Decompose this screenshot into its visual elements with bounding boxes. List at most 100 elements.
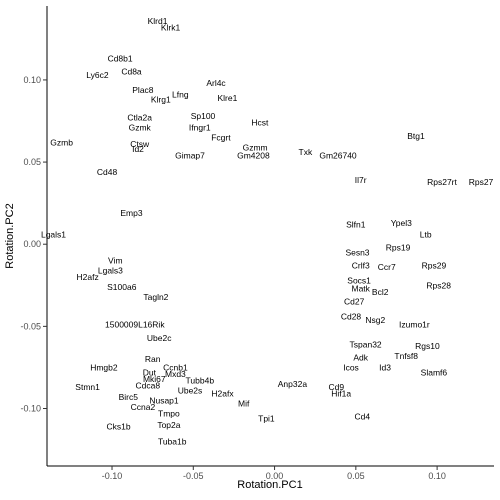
point-label: Ctla2a	[127, 113, 152, 123]
point-label: Cd28	[341, 312, 362, 322]
point-label: Rps27rt	[427, 177, 457, 187]
point-label: Stmn1	[75, 382, 100, 392]
point-label: H2afz	[76, 272, 98, 282]
point-label: Klrg1	[151, 95, 171, 105]
y-tick-label: -0.05	[20, 321, 41, 331]
point-label: Izumo1r	[399, 320, 430, 330]
point-label: Il7r	[355, 175, 367, 185]
x-tick-label: -0.05	[183, 471, 204, 481]
point-label: Lgals1	[41, 229, 66, 239]
point-label: Mki67	[143, 374, 166, 384]
point-label: Rps28	[426, 280, 451, 290]
point-label: 1500009L16Rik	[105, 320, 165, 330]
point-label: Cks1b	[106, 422, 130, 432]
point-label: S100a6	[107, 282, 137, 292]
point-label: Top2a	[157, 420, 180, 430]
point-label: Id2	[132, 144, 144, 154]
point-label: Id3	[379, 362, 391, 372]
point-label: Plac8	[132, 85, 154, 95]
point-label: Tnfsf8	[394, 351, 418, 361]
point-label: Gzmb	[50, 137, 73, 147]
point-label: Sesn3	[345, 247, 369, 257]
point-label: Ltb	[420, 229, 432, 239]
x-axis-title: Rotation.PC1	[237, 479, 302, 491]
point-label: Arl4c	[206, 78, 226, 88]
point-label: Rps27	[469, 177, 494, 187]
point-label: Ran	[145, 354, 161, 364]
point-label: Fcgrt	[211, 132, 231, 142]
point-label: Birc5	[119, 392, 139, 402]
point-label: H2afx	[211, 389, 234, 399]
point-label: Tpi1	[258, 413, 275, 423]
point-label: Ccnb1	[163, 362, 188, 372]
point-label: Cd8a	[121, 67, 142, 77]
point-label: Txk	[299, 147, 313, 157]
point-label: Ypel3	[391, 218, 412, 228]
point-label: Lgals3	[98, 266, 123, 276]
point-label: Mxd3	[165, 369, 186, 379]
point-label: Ctsw	[130, 139, 150, 149]
point-label: Rgs10	[415, 341, 440, 351]
point-label: Socs1	[347, 275, 371, 285]
x-ticks: -0.10 -0.05 0.00 0.05 0.10	[102, 466, 446, 481]
point-label: Ccna2	[131, 402, 156, 412]
point-label: Btg1	[407, 131, 425, 141]
point-label: Mif	[238, 399, 250, 409]
point-label: Cd8b1	[108, 54, 133, 64]
x-tick-label: -0.10	[102, 471, 123, 481]
point-label: Cd9	[329, 382, 345, 392]
y-axis-title: Rotation.PC2	[4, 203, 16, 268]
point-label: Bcl2	[372, 287, 389, 297]
point-label: Rps19	[386, 243, 411, 253]
point-label: Dut	[143, 367, 157, 377]
point-label: Hcst	[251, 118, 269, 128]
point-label: Klrk1	[161, 22, 181, 32]
point-label: Ube2c	[147, 333, 172, 343]
point-label: Ube2s	[178, 385, 203, 395]
y-tick-label: 0.00	[23, 239, 41, 249]
point-label: Adk	[353, 353, 368, 363]
point-label: Emp3	[120, 208, 142, 218]
point-label: Matk	[351, 284, 370, 294]
point-label: Gm4208	[237, 151, 270, 161]
point-label: Nsg2	[365, 315, 385, 325]
y-tick-label: 0.05	[23, 157, 41, 167]
point-label: Cd48	[97, 167, 118, 177]
point-label: Ccr7	[378, 262, 396, 272]
point-label: Hmgb2	[90, 362, 118, 372]
point-label: Cd4	[355, 412, 371, 422]
point-label: Nusap1	[149, 395, 179, 405]
point-label: Cd27	[344, 297, 365, 307]
point-label: Ifngr1	[189, 123, 211, 133]
point-label: Crlf3	[352, 261, 370, 271]
point-label: Hif1a	[331, 389, 351, 399]
point-label: Sp100	[191, 111, 216, 121]
point-label: Tubb4b	[186, 376, 215, 386]
point-label: Anp32a	[278, 379, 308, 389]
point-label: Slfn1	[346, 220, 366, 230]
point-label: Gzmm	[243, 142, 268, 152]
point-label: Vim	[108, 256, 123, 266]
point-label: Gm26740	[319, 151, 357, 161]
y-tick-label: 0.10	[23, 75, 41, 85]
point-label: Tmpo	[158, 408, 180, 418]
x-tick-label: 0.00	[266, 471, 284, 481]
point-label: Tuba1b	[158, 436, 187, 446]
point-label: Gimap7	[175, 151, 205, 161]
x-tick-label: 0.10	[428, 471, 446, 481]
point-label: Rps29	[422, 261, 447, 271]
point-label: Cdca8	[136, 381, 161, 391]
point-label: Slamf6	[421, 367, 448, 377]
point-label: Ly6c2	[86, 70, 109, 80]
point-label: Klre1	[217, 93, 237, 103]
axes-layer	[46, 6, 494, 467]
point-label: Tspan32	[350, 339, 382, 349]
point-label: Icos	[343, 362, 359, 372]
point-label: Lfng	[172, 90, 189, 100]
point-label: Tagln2	[143, 292, 168, 302]
y-tick-label: -0.10	[20, 404, 41, 414]
x-tick-label: 0.05	[347, 471, 365, 481]
point-label: Gzmk	[129, 123, 152, 133]
point-label: Klrd1	[148, 16, 168, 26]
